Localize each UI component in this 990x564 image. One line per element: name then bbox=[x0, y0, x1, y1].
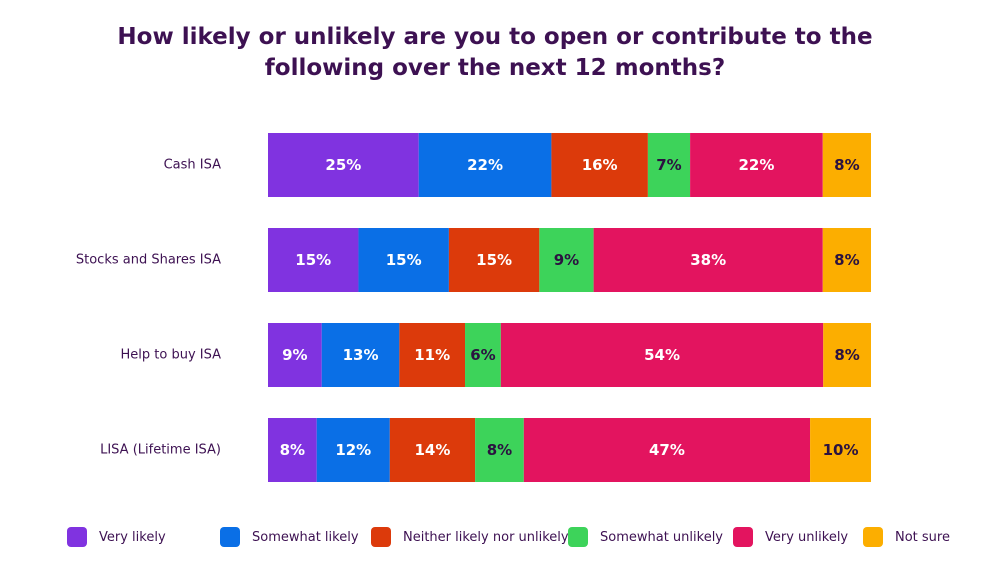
legend-swatch bbox=[568, 527, 588, 547]
legend-label: Somewhat likely bbox=[252, 530, 359, 545]
bar-segment bbox=[690, 133, 823, 197]
bar-segment bbox=[465, 323, 501, 387]
legend-swatch bbox=[733, 527, 753, 547]
data-label: 16% bbox=[582, 156, 618, 174]
bar-segment bbox=[822, 228, 871, 292]
chart-title-line-2: following over the next 12 months? bbox=[264, 55, 726, 81]
bar-segment bbox=[810, 418, 871, 482]
data-label: 14% bbox=[415, 441, 451, 459]
chart-title-line-1: How likely or unlikely are you to open o… bbox=[117, 24, 873, 50]
data-label: 7% bbox=[656, 156, 681, 174]
legend-label: Very likely bbox=[99, 530, 166, 545]
data-label: 38% bbox=[690, 251, 726, 269]
category-label: Help to buy ISA bbox=[121, 348, 222, 363]
bar-segment bbox=[475, 418, 524, 482]
bar-segment bbox=[321, 323, 400, 387]
bar-segment bbox=[268, 323, 322, 387]
bar-segment bbox=[268, 418, 317, 482]
data-label: 12% bbox=[335, 441, 371, 459]
data-label: 11% bbox=[414, 346, 450, 364]
legend-swatch bbox=[371, 527, 391, 547]
data-label: 8% bbox=[834, 251, 859, 269]
data-label: 13% bbox=[343, 346, 379, 364]
bar-segment bbox=[551, 133, 648, 197]
bar-segment bbox=[500, 323, 824, 387]
bar-segment bbox=[647, 133, 691, 197]
data-label: 9% bbox=[282, 346, 307, 364]
data-label: 8% bbox=[487, 441, 512, 459]
data-label: 15% bbox=[295, 251, 331, 269]
data-label: 8% bbox=[834, 346, 859, 364]
category-label: Stocks and Shares ISA bbox=[76, 253, 221, 268]
data-label: 22% bbox=[467, 156, 503, 174]
bar-segment bbox=[539, 228, 594, 292]
bar-segment bbox=[823, 323, 871, 387]
bar-segment bbox=[523, 418, 811, 482]
bar-segment bbox=[389, 418, 476, 482]
category-label: LISA (Lifetime ISA) bbox=[100, 443, 221, 458]
legend-swatch bbox=[220, 527, 240, 547]
chart-title: How likely or unlikely are you to open o… bbox=[0, 22, 990, 84]
data-label: 54% bbox=[644, 346, 680, 364]
bar-segment bbox=[316, 418, 390, 482]
data-label: 15% bbox=[476, 251, 512, 269]
bar-segment bbox=[358, 228, 449, 292]
legend-label: Very unlikely bbox=[765, 530, 849, 545]
data-label: 25% bbox=[325, 156, 361, 174]
bar-segment bbox=[399, 323, 466, 387]
data-label: 8% bbox=[834, 156, 859, 174]
legend-swatch bbox=[67, 527, 87, 547]
legend-label: Not sure bbox=[895, 530, 950, 545]
bar-segment bbox=[268, 228, 359, 292]
stacked-bar-chart: Cash ISA 25% 22% 16% 7% 22% 8% Stocks and Share… bbox=[76, 133, 871, 482]
data-label: 6% bbox=[470, 346, 495, 364]
data-label: 47% bbox=[649, 441, 685, 459]
legend-label: Somewhat unlikely bbox=[600, 530, 724, 545]
category-label: Cash ISA bbox=[164, 158, 222, 173]
chart-legend: Very likely Somewhat likely Neither likely… bbox=[0, 522, 990, 554]
bar-segment bbox=[268, 133, 419, 197]
data-label: 15% bbox=[386, 251, 422, 269]
data-label: 8% bbox=[280, 441, 305, 459]
data-label: 9% bbox=[554, 251, 579, 269]
bar-segment bbox=[822, 133, 871, 197]
bar-segment bbox=[418, 133, 552, 197]
data-label: 22% bbox=[738, 156, 774, 174]
data-label: 10% bbox=[823, 441, 859, 459]
bar-segment bbox=[593, 228, 823, 292]
bar-segment bbox=[448, 228, 540, 292]
legend-label: Neither likely nor unlikely bbox=[403, 530, 569, 545]
legend-swatch bbox=[863, 527, 883, 547]
